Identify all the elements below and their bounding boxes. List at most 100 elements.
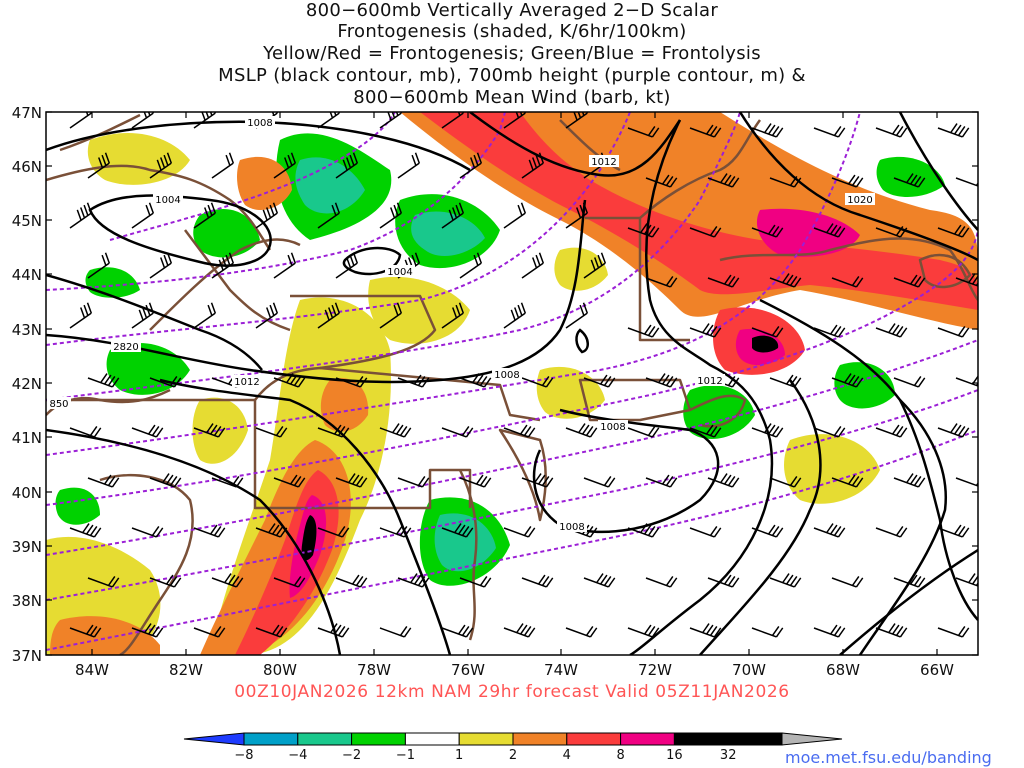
wind-barb	[131, 202, 155, 229]
wind-barb	[627, 624, 660, 638]
map-contents: 1008 1012 1004 1004 1020 2820 1012 1008 …	[46, 112, 978, 655]
wind-barb	[875, 124, 908, 138]
lat-label: 43N	[12, 321, 42, 339]
wind-barb	[317, 202, 341, 229]
wind-barb	[317, 526, 350, 538]
contour-label: 1004	[385, 265, 415, 278]
height-contour-line	[46, 429, 978, 651]
wind-barb	[131, 623, 164, 638]
wind-barb	[893, 274, 926, 288]
contour-label: 1008	[492, 368, 522, 381]
wind-barb	[397, 476, 430, 488]
wind-barb	[459, 474, 492, 488]
wind-barb	[769, 176, 802, 188]
wind-barb	[627, 223, 660, 238]
wind-barb	[273, 474, 306, 488]
mslp-contour-line	[629, 119, 774, 655]
wind-barb	[751, 626, 784, 638]
svg-text:2820: 2820	[113, 342, 138, 353]
wind-barb	[441, 523, 474, 538]
contour-label: 850	[47, 397, 71, 410]
wind-barb	[813, 523, 846, 538]
wind-barb	[397, 573, 430, 588]
boundary-line	[918, 253, 972, 289]
wind-barb	[937, 326, 970, 338]
wind-barb	[565, 626, 598, 638]
wind-barb	[193, 423, 226, 438]
latitude-labels: 47N 46N 45N 44N 43N 42N 41N 40N 39N 38N …	[12, 104, 42, 665]
wind-barb	[521, 473, 554, 488]
contour-label: 1008	[245, 116, 275, 129]
wind-barb	[255, 624, 288, 638]
wind-barb	[751, 326, 784, 338]
wind-barb	[893, 574, 926, 588]
lon-label: 76W	[451, 661, 485, 679]
wind-barb	[565, 202, 589, 229]
colorbar-label: 8	[616, 748, 624, 763]
wind-barb	[937, 224, 970, 238]
mslp-contour-line	[159, 378, 452, 655]
contour-label: 1012	[695, 374, 725, 387]
wind-barb	[769, 374, 802, 388]
wind-barb	[893, 173, 926, 188]
wind-barb	[565, 302, 589, 329]
wind-barb	[87, 373, 120, 388]
wind-barb	[689, 226, 722, 238]
wind-barb	[521, 152, 545, 179]
lat-label: 47N	[12, 104, 42, 122]
wind-barb	[751, 224, 784, 238]
colorbar-segment	[183, 732, 245, 746]
source-credit-link[interactable]: moe.met.fsu.edu/banding	[785, 748, 992, 767]
wind-barb	[379, 302, 403, 329]
mslp-contour-line	[738, 112, 978, 262]
lon-label: 70W	[732, 661, 766, 679]
svg-text:1008: 1008	[559, 522, 584, 533]
frontogenesis-maximum	[752, 335, 779, 353]
lat-label: 37N	[12, 647, 42, 665]
wind-barb	[583, 573, 616, 588]
frontogenesis-area	[420, 112, 978, 310]
wind-barb	[707, 173, 740, 188]
wind-barb	[645, 373, 678, 388]
wind-barb	[87, 152, 111, 179]
wind-barb	[893, 473, 926, 488]
colorbar-segment	[512, 732, 568, 746]
colorbar-segment	[566, 732, 622, 746]
wind-barb	[87, 252, 111, 279]
wind-barb	[149, 473, 182, 488]
colorbar-segment	[297, 732, 353, 746]
wind-barb	[131, 526, 164, 538]
wind-barb	[627, 324, 660, 338]
wind-barb	[751, 123, 784, 138]
wind-barb	[255, 302, 279, 329]
colorbar-segment	[673, 732, 729, 746]
lat-label: 44N	[12, 266, 42, 284]
wind-barb	[69, 112, 93, 129]
wind-barb	[69, 426, 102, 438]
mslp-contour-line	[46, 428, 342, 655]
height-contour-line	[46, 339, 978, 556]
wind-barb	[397, 152, 421, 179]
colorbar-label: 16	[666, 748, 683, 763]
svg-text:1004: 1004	[155, 195, 180, 206]
wind-barb	[273, 152, 297, 179]
lat-label: 46N	[12, 158, 42, 176]
wind-barb	[503, 202, 527, 229]
colorbar-label: 32	[720, 748, 737, 763]
boundary-line	[46, 164, 272, 251]
mslp-contour-line	[469, 112, 682, 177]
wind-barb	[751, 423, 784, 438]
svg-text:1012: 1012	[234, 377, 259, 388]
wind-barb	[131, 424, 164, 438]
wind-barb	[335, 152, 359, 179]
wind-barb	[875, 623, 908, 638]
wind-barb	[211, 476, 244, 488]
wind-barb	[69, 202, 93, 229]
boundary-line	[585, 216, 690, 342]
colorbar-segment	[727, 732, 783, 746]
wind-barb	[813, 223, 846, 238]
svg-text:1008: 1008	[494, 370, 519, 381]
svg-text:1012: 1012	[591, 157, 616, 168]
wind-barb	[627, 426, 660, 438]
wind-barb	[149, 574, 182, 588]
